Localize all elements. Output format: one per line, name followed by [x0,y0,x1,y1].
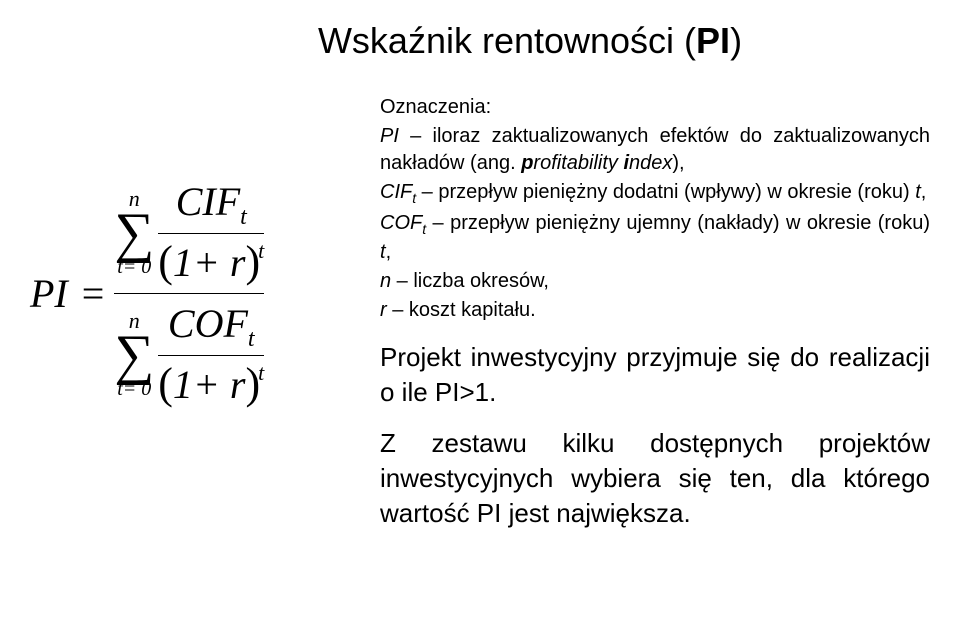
formula-block: PI = n ∑ t= 0 CIFt [30,94,340,533]
pi-end: ), [672,152,684,174]
one-plus-r-2: 1+ r [173,362,246,407]
denom-bottom-expr: (1+ r) [158,358,260,409]
pi-rofit: rofitability [533,152,623,174]
pi-p: p [521,152,533,174]
cof-text: COF [168,301,248,346]
cif-text: CIF [176,179,240,224]
outer-divider [114,293,264,294]
title-suffix: ) [730,20,742,61]
formula-fraction: n ∑ t= 0 CIFt (1+ r) t [114,174,264,413]
cif-definition: CIFt – przepływ pieniężny dodatni (wpływ… [380,179,930,208]
formula-pi: PI [30,271,68,316]
cif-def-text: – przepływ pieniężny dodatni (wpływy) w … [416,181,915,203]
pi-sym: PI [380,125,399,147]
oznaczenia-label: Oznaczenia: [380,94,930,121]
sigma-top-block: n ∑ t= 0 [114,188,154,278]
one-plus-r: 1+ r [173,240,246,285]
cof-term: COFt [168,300,255,353]
n-definition: n – liczba okresów, [380,268,930,295]
title-prefix: Wskaźnik rentowności ( [318,20,696,61]
sigma-bottom-block: n ∑ t= 0 [114,310,154,400]
sigma-symbol: ∑ [114,210,154,258]
inner-fraction-bottom: COFt (1+ r) t [158,300,264,409]
n-sym: n [380,270,391,292]
title-bold: PI [696,20,730,61]
cof-definition: COFt – przepływ pieniężny ujemny (nakład… [380,210,930,266]
paren-open-2: ( [158,359,173,408]
cof-sym: COF [380,212,422,234]
cof-sub: t [248,326,255,352]
cof-comma: , [386,241,392,263]
formula-eq: = [82,271,105,316]
r-definition: r – koszt kapitału. [380,297,930,324]
r-sym: r [380,299,387,321]
paren-open: ( [158,237,173,286]
inner-divider-1 [158,233,264,234]
n-def-text: – liczba okresów, [391,270,549,292]
cif-sub: t [240,204,247,230]
pi-definition: PI – iloraz zaktualizowanych efektów do … [380,123,930,177]
formula-numerator: n ∑ t= 0 CIFt (1+ r) t [114,174,264,291]
note-2: Z zestawu kilku dostępnych projektów inw… [380,426,930,531]
cof-def-text: – przepływ pieniężny ujemny (nakłady) w … [426,212,930,234]
cif-term: CIFt [176,178,247,231]
formula-lhs: PI = [30,270,108,317]
denom-top: (1+ r) t [158,236,264,287]
cif-comma: , [921,181,927,203]
definitions-block: Oznaczenia: PI – iloraz zaktualizowanych… [380,94,930,533]
exp-t-2: t [258,360,264,386]
exp-t-1: t [258,238,264,264]
denom-top-expr: (1+ r) [158,236,260,287]
inner-divider-2 [158,355,264,356]
sigma-symbol-2: ∑ [114,332,154,380]
pi-ndex: ndex [629,152,672,174]
page-title: Wskaźnik rentowności (PI) [130,20,930,62]
r-def-text: – koszt kapitału. [387,299,536,321]
formula-denominator: n ∑ t= 0 COFt (1+ r) t [114,296,264,413]
note-1: Projekt inwestycyjny przyjmuje się do re… [380,340,930,410]
cif-sym: CIF [380,181,412,203]
sigma-t0-2: t= 0 [117,379,151,399]
denom-bottom: (1+ r) t [158,358,264,409]
inner-fraction-top: CIFt (1+ r) t [158,178,264,287]
content-row: PI = n ∑ t= 0 CIFt [30,94,930,533]
sigma-t0: t= 0 [117,257,151,277]
